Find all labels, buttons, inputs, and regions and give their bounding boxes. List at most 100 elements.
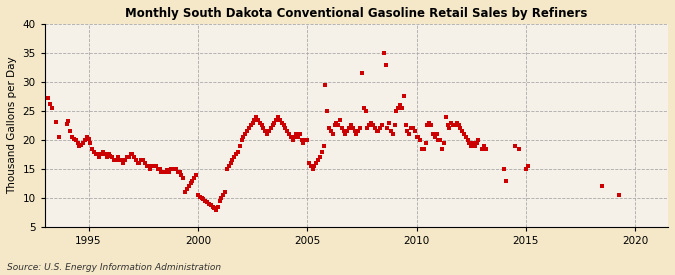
Point <box>353 129 364 133</box>
Point <box>265 126 276 131</box>
Point <box>51 120 61 124</box>
Point <box>500 178 511 183</box>
Point <box>398 94 409 99</box>
Point <box>260 129 271 133</box>
Point <box>134 161 145 165</box>
Point <box>223 164 234 168</box>
Point <box>306 164 317 168</box>
Point <box>269 120 280 125</box>
Point <box>220 190 231 194</box>
Point <box>271 117 281 122</box>
Point <box>413 135 424 139</box>
Point <box>355 126 366 131</box>
Point <box>315 155 325 160</box>
Point <box>240 132 250 136</box>
Point <box>211 207 221 212</box>
Point <box>200 199 211 203</box>
Point <box>464 141 475 145</box>
Point <box>444 126 455 131</box>
Point <box>367 123 378 128</box>
Point <box>203 202 214 206</box>
Point <box>251 115 262 119</box>
Point <box>429 135 440 139</box>
Point <box>67 135 78 139</box>
Point <box>313 158 323 163</box>
Point <box>340 132 351 136</box>
Point <box>411 135 422 139</box>
Point <box>178 175 188 180</box>
Point <box>522 164 533 168</box>
Point <box>369 126 380 131</box>
Point <box>325 129 336 133</box>
Point <box>70 138 81 142</box>
Point <box>252 117 263 122</box>
Point <box>349 129 360 133</box>
Point <box>364 123 375 128</box>
Point <box>471 141 482 145</box>
Point <box>284 132 294 136</box>
Point <box>258 126 269 131</box>
Point <box>433 138 444 142</box>
Point <box>80 138 90 142</box>
Point <box>356 71 367 75</box>
Point <box>481 147 491 151</box>
Y-axis label: Thousand Gallons per Day: Thousand Gallons per Day <box>7 57 17 194</box>
Point <box>387 132 398 136</box>
Point <box>88 149 99 154</box>
Point <box>346 123 356 128</box>
Point <box>520 167 531 171</box>
Point <box>262 132 273 136</box>
Point <box>362 126 373 131</box>
Point <box>457 129 468 133</box>
Point <box>114 158 125 163</box>
Point <box>94 155 105 160</box>
Point <box>249 117 260 122</box>
Point <box>375 126 385 131</box>
Point <box>111 158 122 163</box>
Point <box>256 123 267 128</box>
Point <box>351 132 362 136</box>
Point <box>202 200 213 204</box>
Point <box>391 109 402 113</box>
Point <box>327 132 338 136</box>
Point <box>293 135 304 139</box>
Point <box>287 138 298 142</box>
Point <box>138 158 148 163</box>
Point <box>43 96 54 100</box>
Point <box>127 152 138 157</box>
Point <box>273 115 284 119</box>
Point <box>107 155 117 160</box>
Point <box>410 129 421 133</box>
Point <box>196 196 207 200</box>
Point <box>236 138 247 142</box>
Point <box>468 141 479 145</box>
Point <box>418 147 429 151</box>
Point <box>479 144 489 148</box>
Point <box>458 132 469 136</box>
Point <box>234 144 245 148</box>
Point <box>142 164 153 168</box>
Point <box>153 167 163 171</box>
Point <box>205 203 216 207</box>
Point <box>132 161 143 165</box>
Point <box>189 175 200 180</box>
Point <box>167 167 178 171</box>
Point <box>125 152 136 157</box>
Point <box>473 138 484 142</box>
Point <box>406 126 416 131</box>
Point <box>225 161 236 165</box>
Point <box>400 123 411 128</box>
Point <box>336 126 347 131</box>
Point <box>360 109 371 113</box>
Point <box>421 141 431 145</box>
Point <box>358 106 369 110</box>
Point <box>163 170 174 174</box>
Point <box>510 144 520 148</box>
Point <box>227 158 238 163</box>
Point <box>158 170 169 174</box>
Point <box>422 123 433 128</box>
Point <box>101 155 112 160</box>
Point <box>393 106 404 110</box>
Point <box>373 129 383 133</box>
Point <box>318 144 329 148</box>
